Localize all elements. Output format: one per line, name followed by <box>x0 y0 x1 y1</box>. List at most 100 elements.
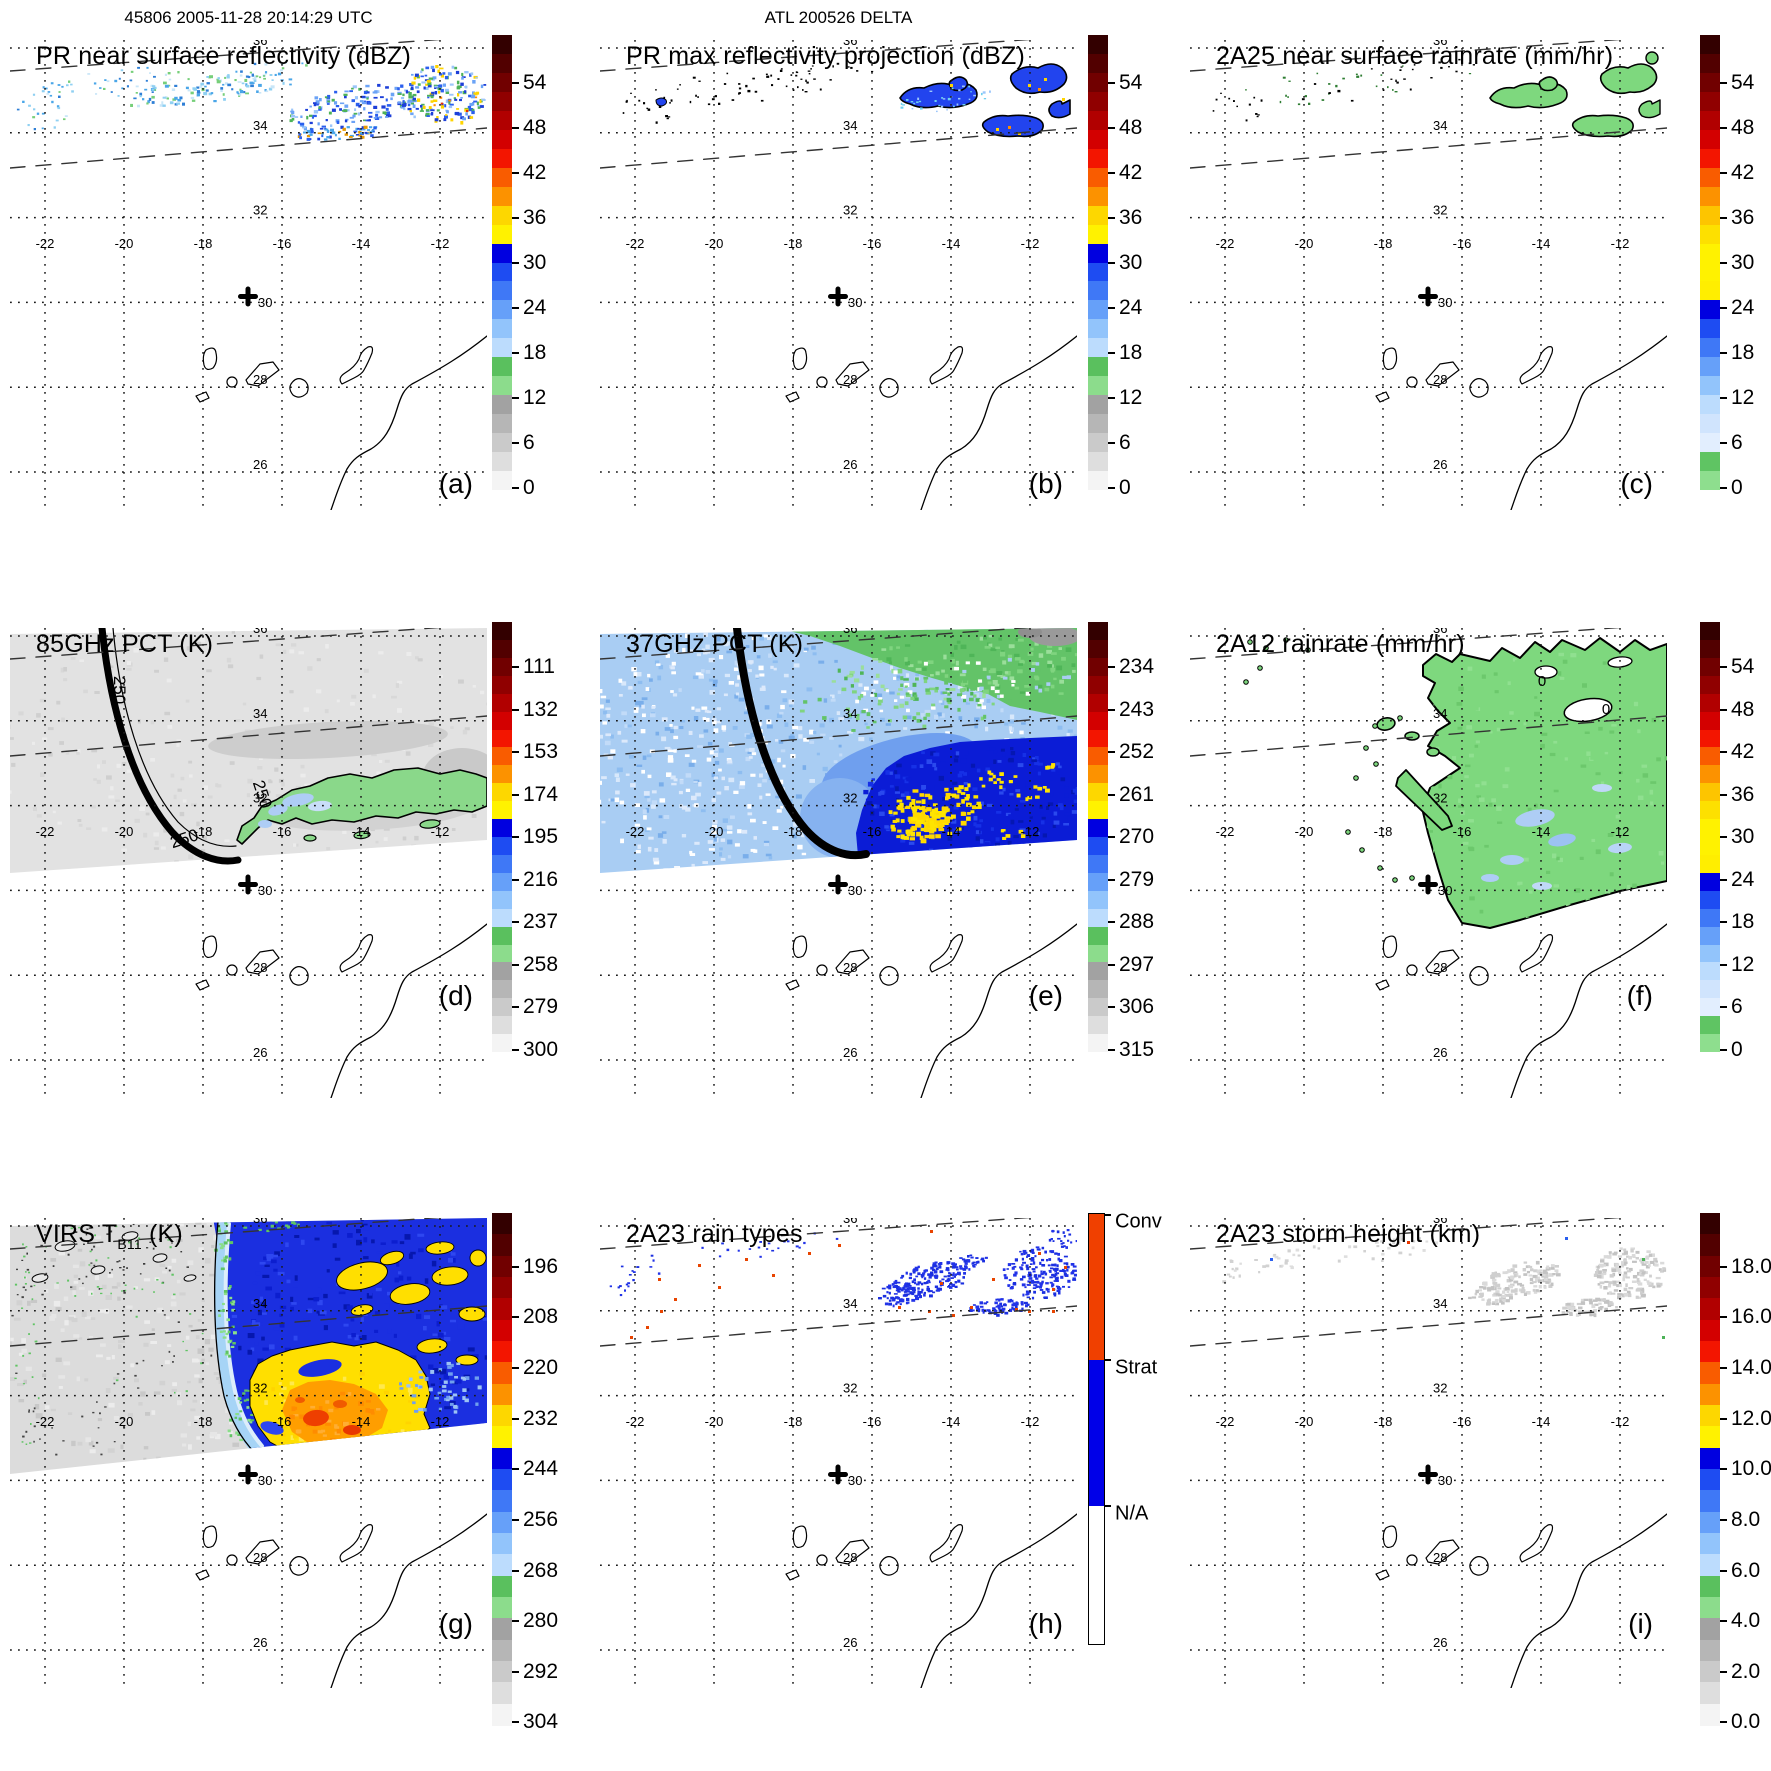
island-el-hierro <box>195 979 210 991</box>
panel-title: 37GHz PCT (K) <box>626 630 804 658</box>
colorbar-tick-label: 304 <box>523 1710 559 1734</box>
colorbar-tick-label: 12.0 <box>1731 1406 1771 1430</box>
colorbar-tick <box>512 1006 519 1009</box>
island-la-gomera <box>816 964 828 976</box>
panel-letter: (f) <box>1626 980 1653 1011</box>
africa-coast <box>330 335 488 511</box>
colorbar-segment <box>1088 376 1108 396</box>
colorbar-segment <box>1700 91 1720 112</box>
lon-label: -22 <box>36 1414 55 1429</box>
lon-label: -20 <box>115 824 134 839</box>
colorbar-tick-label: 54 <box>523 70 547 94</box>
colorbar-tick-label: 36 <box>1731 782 1755 806</box>
colorbar-segment <box>1700 414 1720 434</box>
colorbar-segment <box>492 1234 512 1257</box>
colorbar-segment <box>492 1661 512 1683</box>
colorbar: Conv Strat N/A <box>1088 1211 1162 1645</box>
swath-edge-lines <box>1189 1213 1668 1347</box>
colorbar-segment <box>492 693 512 712</box>
map-svg: -22 -20 -18 -16 -14 -12 36 34 32 28 26 30 <box>599 621 1078 1099</box>
colorbar-segment <box>1088 819 1108 838</box>
colorbar-segment <box>1700 1034 1720 1053</box>
colorbar-tick <box>512 1518 519 1521</box>
island-el-hierro <box>785 979 800 991</box>
colorbar-tick <box>512 1367 519 1370</box>
lon-label: -16 <box>1453 1414 1472 1429</box>
island-tenerife <box>835 1539 870 1565</box>
colorbar-tick-label: 42 <box>1731 160 1755 184</box>
colorbar-segment <box>1700 1234 1720 1257</box>
swath-edge-lines <box>1189 35 1668 169</box>
colorbar-segment <box>1088 872 1108 892</box>
colorbar-segment <box>1700 801 1720 820</box>
convective-pixel <box>646 1326 649 1329</box>
convective-pixel <box>940 1282 943 1285</box>
island-fuerteventura-lanzarote <box>929 346 964 385</box>
data-layer <box>622 58 1071 138</box>
colorbar-tick-label: 0 <box>1731 1037 1743 1061</box>
colorbar-tick <box>1108 486 1115 489</box>
convective-pixel <box>745 1258 748 1261</box>
island-fuerteventura-lanzarote <box>929 934 964 973</box>
colorbar-tick <box>512 441 519 444</box>
africa-coast <box>330 1513 488 1689</box>
colorbar-tick <box>512 171 519 174</box>
panel-title: PR max reflectivity projection (dBZ) <box>626 42 1025 70</box>
lat-label: 28 <box>253 372 267 387</box>
colorbar-tick-label: 6 <box>1731 995 1743 1019</box>
lat-label: 34 <box>1433 706 1447 721</box>
colorbar-segment <box>492 729 512 748</box>
colorbar-segment <box>492 1469 512 1491</box>
cross-marker <box>1418 1464 1438 1485</box>
colorbar-tick-label: 0 <box>523 475 535 499</box>
colorbar-tick-label: 195 <box>523 825 559 849</box>
colorbar-segment <box>1700 783 1720 802</box>
lon-label: -22 <box>1216 824 1235 839</box>
panel-letter: (e) <box>1028 980 1063 1011</box>
colorbar-tick <box>1720 793 1727 796</box>
colorbar-segment <box>1700 1362 1720 1385</box>
colorbar-segment <box>1700 357 1720 377</box>
convective-pixel <box>660 1310 663 1313</box>
colorbar-tick-label: 30 <box>1731 825 1755 849</box>
graticule <box>600 1218 1077 1688</box>
colorbar-segment <box>492 1490 512 1513</box>
lon-label: -20 <box>705 1414 724 1429</box>
island-la-gomera <box>816 376 828 388</box>
island-fuerteventura-lanzarote <box>339 1524 374 1563</box>
colorbar-segment <box>1700 837 1720 856</box>
colorbar-segment <box>492 622 512 641</box>
map-canvas: -22 -20 -18 -16 -14 -12 36 34 32 28 26 30 37GHz PCT… <box>599 621 1078 1099</box>
colorbar-tick <box>1720 1468 1727 1471</box>
colorbar-tick-label: 24 <box>1731 295 1755 319</box>
colorbar-tick <box>1108 171 1115 174</box>
island-tenerife <box>245 949 280 975</box>
colorbar-tick-label: 297 <box>1119 952 1155 976</box>
colorbar-tick-label: 216 <box>523 867 559 891</box>
colorbar-segment <box>1088 908 1108 927</box>
colorbar-segment <box>1700 675 1720 695</box>
colorbar-segment <box>492 53 512 74</box>
africa-coast <box>920 923 1078 1099</box>
colorbar-tick <box>512 1620 519 1623</box>
colorbar-tick <box>1720 216 1727 219</box>
colorbar-segment <box>1700 1618 1720 1641</box>
colorbar-segment <box>1088 319 1108 339</box>
lon-label: -12 <box>431 236 450 251</box>
island-el-hierro <box>785 1569 800 1581</box>
colorbar-segment <box>492 167 512 188</box>
colorbar-tick-label: 54 <box>1119 70 1143 94</box>
colorbar-segment <box>1088 765 1108 784</box>
colorbar-tick-label: 48 <box>523 115 547 139</box>
lon-label: -12 <box>431 1414 450 1429</box>
convective-pixel <box>992 1278 995 1281</box>
lon-label: -16 <box>863 236 882 251</box>
colorbar-segment <box>492 205 512 226</box>
colorbar-segment <box>492 1639 512 1662</box>
colorbar-segment <box>492 1255 512 1278</box>
colorbar-tick-label: 48 <box>1731 697 1755 721</box>
lon-label: -18 <box>1374 236 1393 251</box>
colorbar-tick-label: 256 <box>523 1507 559 1531</box>
colorbar-tick-label: 196 <box>523 1254 559 1278</box>
colorbar-segment <box>1700 1298 1720 1321</box>
